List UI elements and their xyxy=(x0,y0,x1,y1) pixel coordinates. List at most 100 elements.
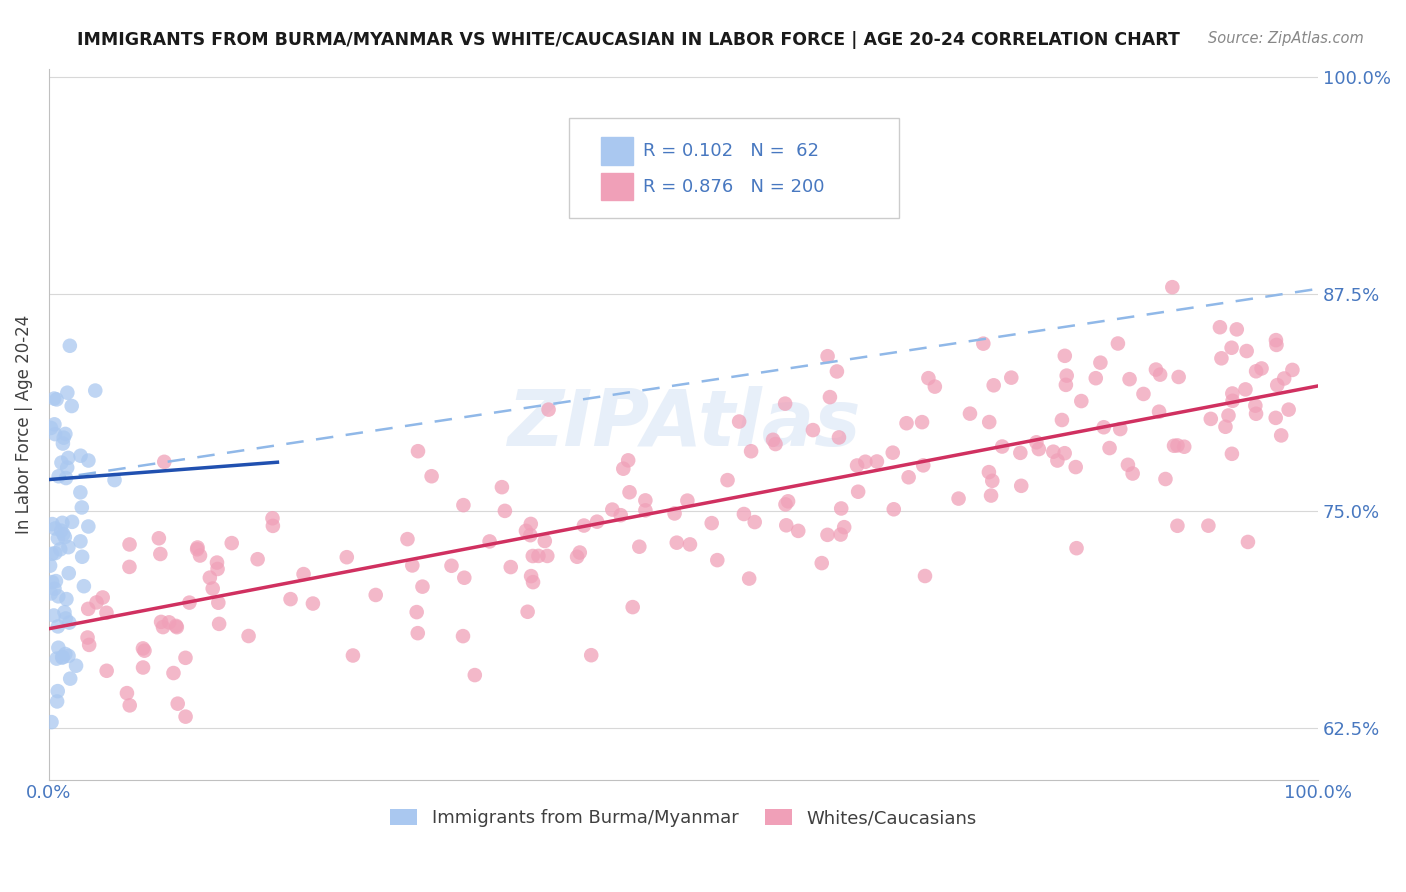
Point xyxy=(1050,413,1073,427)
Point xyxy=(491,480,513,494)
Point xyxy=(42,608,65,623)
Point xyxy=(55,611,77,625)
Point xyxy=(773,396,796,410)
Point xyxy=(51,650,73,665)
Point xyxy=(977,465,1000,479)
Point xyxy=(60,515,83,529)
Point xyxy=(115,686,138,700)
Point xyxy=(49,542,72,557)
Point xyxy=(733,507,755,521)
Point xyxy=(787,524,810,538)
Point xyxy=(464,668,486,682)
Point xyxy=(830,527,852,541)
Point xyxy=(1053,349,1076,363)
Point xyxy=(166,697,188,711)
Point xyxy=(853,455,876,469)
Point xyxy=(1028,442,1050,456)
Point xyxy=(700,516,723,530)
Point xyxy=(1144,362,1167,376)
Point xyxy=(778,494,800,508)
Text: IMMIGRANTS FROM BURMA/MYANMAR VS WHITE/CAUCASIAN IN LABOR FORCE | AGE 20-24 CORR: IMMIGRANTS FROM BURMA/MYANMAR VS WHITE/C… xyxy=(77,31,1180,49)
Point xyxy=(1265,378,1288,392)
Point xyxy=(536,549,558,563)
Point xyxy=(1244,364,1267,378)
Point xyxy=(866,454,889,468)
Point xyxy=(46,684,69,698)
Point xyxy=(911,415,934,429)
Point xyxy=(96,606,118,620)
Point xyxy=(41,547,63,561)
Point xyxy=(846,458,869,473)
Text: ZIPAtlas: ZIPAtlas xyxy=(506,386,860,462)
Point xyxy=(53,605,76,619)
Point xyxy=(84,384,107,398)
Point xyxy=(201,582,224,596)
Point xyxy=(342,648,364,663)
Point xyxy=(1107,336,1129,351)
Point xyxy=(897,470,920,484)
Point xyxy=(1064,460,1087,475)
Point xyxy=(991,440,1014,454)
Point xyxy=(58,648,80,663)
Point xyxy=(1264,410,1286,425)
Point xyxy=(706,553,728,567)
Point xyxy=(262,511,284,525)
Point xyxy=(1250,361,1272,376)
Point xyxy=(411,580,433,594)
Point xyxy=(1173,440,1195,454)
Point xyxy=(775,518,797,533)
Point xyxy=(118,560,141,574)
Point xyxy=(1098,441,1121,455)
Point xyxy=(364,588,387,602)
Point xyxy=(59,672,82,686)
Point xyxy=(44,427,66,442)
Point xyxy=(1161,280,1184,294)
FancyBboxPatch shape xyxy=(600,173,633,200)
Point xyxy=(44,546,66,560)
Point xyxy=(1090,356,1112,370)
Point xyxy=(1211,351,1233,366)
Point xyxy=(1244,407,1267,421)
Point xyxy=(302,597,325,611)
Point xyxy=(152,620,174,634)
Point xyxy=(453,571,475,585)
Point xyxy=(520,516,543,531)
Point xyxy=(52,431,75,445)
Point xyxy=(846,484,869,499)
Point xyxy=(1220,386,1243,401)
Point xyxy=(1237,535,1260,549)
Point xyxy=(53,426,76,441)
Point xyxy=(602,502,624,516)
Point xyxy=(537,402,560,417)
Point xyxy=(148,531,170,545)
Point xyxy=(981,474,1004,488)
Point xyxy=(262,519,284,533)
Point xyxy=(51,524,73,538)
Point xyxy=(516,605,538,619)
Point xyxy=(828,430,851,444)
Point xyxy=(1010,479,1032,493)
Point xyxy=(46,694,69,708)
Point xyxy=(1092,420,1115,434)
Point xyxy=(744,515,766,529)
Point xyxy=(77,602,100,616)
Point xyxy=(728,415,751,429)
Text: R = 0.876   N = 200: R = 0.876 N = 200 xyxy=(643,178,824,195)
Point xyxy=(420,469,443,483)
Point xyxy=(69,449,91,463)
Point xyxy=(48,469,70,483)
Point xyxy=(896,416,918,430)
Point xyxy=(41,575,63,590)
Point xyxy=(174,650,197,665)
Point xyxy=(572,518,595,533)
Point xyxy=(1109,422,1132,436)
Point xyxy=(1046,453,1069,467)
Point xyxy=(775,497,797,511)
Point xyxy=(924,379,946,393)
Point xyxy=(451,629,474,643)
Point xyxy=(1066,541,1088,556)
Point xyxy=(77,519,100,533)
Point xyxy=(396,532,419,546)
Point xyxy=(1215,419,1237,434)
Point xyxy=(453,498,475,512)
